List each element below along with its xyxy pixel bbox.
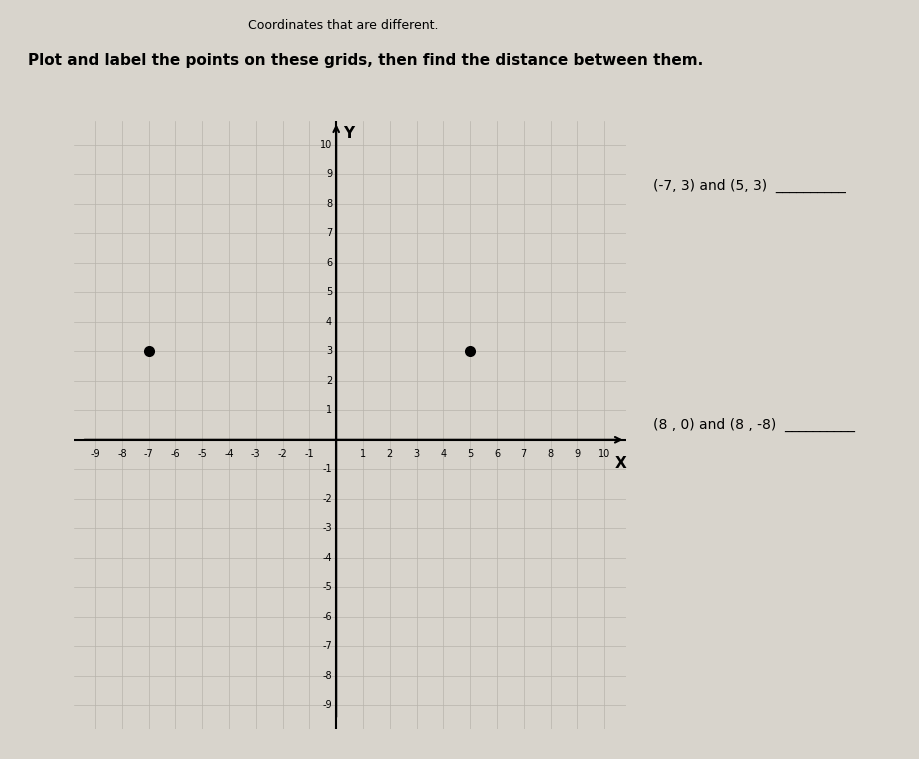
Text: 7: 7 xyxy=(325,228,332,238)
Text: 1: 1 xyxy=(359,449,366,458)
Text: -5: -5 xyxy=(322,582,332,592)
Text: 2: 2 xyxy=(386,449,392,458)
Text: Plot and label the points on these grids, then find the distance between them.: Plot and label the points on these grids… xyxy=(28,53,702,68)
Text: -4: -4 xyxy=(224,449,233,458)
Text: (-7, 3) and (5, 3)  __________: (-7, 3) and (5, 3) __________ xyxy=(652,179,845,193)
Text: -4: -4 xyxy=(323,553,332,562)
Text: 2: 2 xyxy=(325,376,332,386)
Text: 8: 8 xyxy=(325,199,332,209)
Text: -2: -2 xyxy=(322,493,332,504)
Text: 4: 4 xyxy=(440,449,446,458)
Text: -8: -8 xyxy=(323,671,332,681)
Text: Coordinates that are different.: Coordinates that are different. xyxy=(248,19,438,32)
Text: 9: 9 xyxy=(573,449,580,458)
Text: 1: 1 xyxy=(325,405,332,415)
Text: 10: 10 xyxy=(320,140,332,150)
Text: -8: -8 xyxy=(117,449,127,458)
Text: -7: -7 xyxy=(322,641,332,651)
Text: 5: 5 xyxy=(467,449,472,458)
Text: 6: 6 xyxy=(325,258,332,268)
Text: -3: -3 xyxy=(251,449,260,458)
Text: -9: -9 xyxy=(323,700,332,710)
Text: X: X xyxy=(614,456,626,471)
Text: 3: 3 xyxy=(413,449,419,458)
Text: 4: 4 xyxy=(325,317,332,327)
Text: 3: 3 xyxy=(325,346,332,357)
Text: 6: 6 xyxy=(494,449,500,458)
Text: -7: -7 xyxy=(143,449,153,458)
Text: Y: Y xyxy=(343,126,354,141)
Text: (8 , 0) and (8 , -8)  __________: (8 , 0) and (8 , -8) __________ xyxy=(652,418,855,432)
Text: 5: 5 xyxy=(325,288,332,298)
Text: -2: -2 xyxy=(278,449,287,458)
Text: -1: -1 xyxy=(304,449,314,458)
Text: -1: -1 xyxy=(323,465,332,474)
Text: 9: 9 xyxy=(325,169,332,179)
Text: 10: 10 xyxy=(597,449,609,458)
Text: -3: -3 xyxy=(323,523,332,534)
Text: -6: -6 xyxy=(170,449,180,458)
Text: -9: -9 xyxy=(90,449,100,458)
Text: 7: 7 xyxy=(520,449,527,458)
Text: 8: 8 xyxy=(547,449,553,458)
Text: -6: -6 xyxy=(323,612,332,622)
Text: -5: -5 xyxy=(198,449,207,458)
